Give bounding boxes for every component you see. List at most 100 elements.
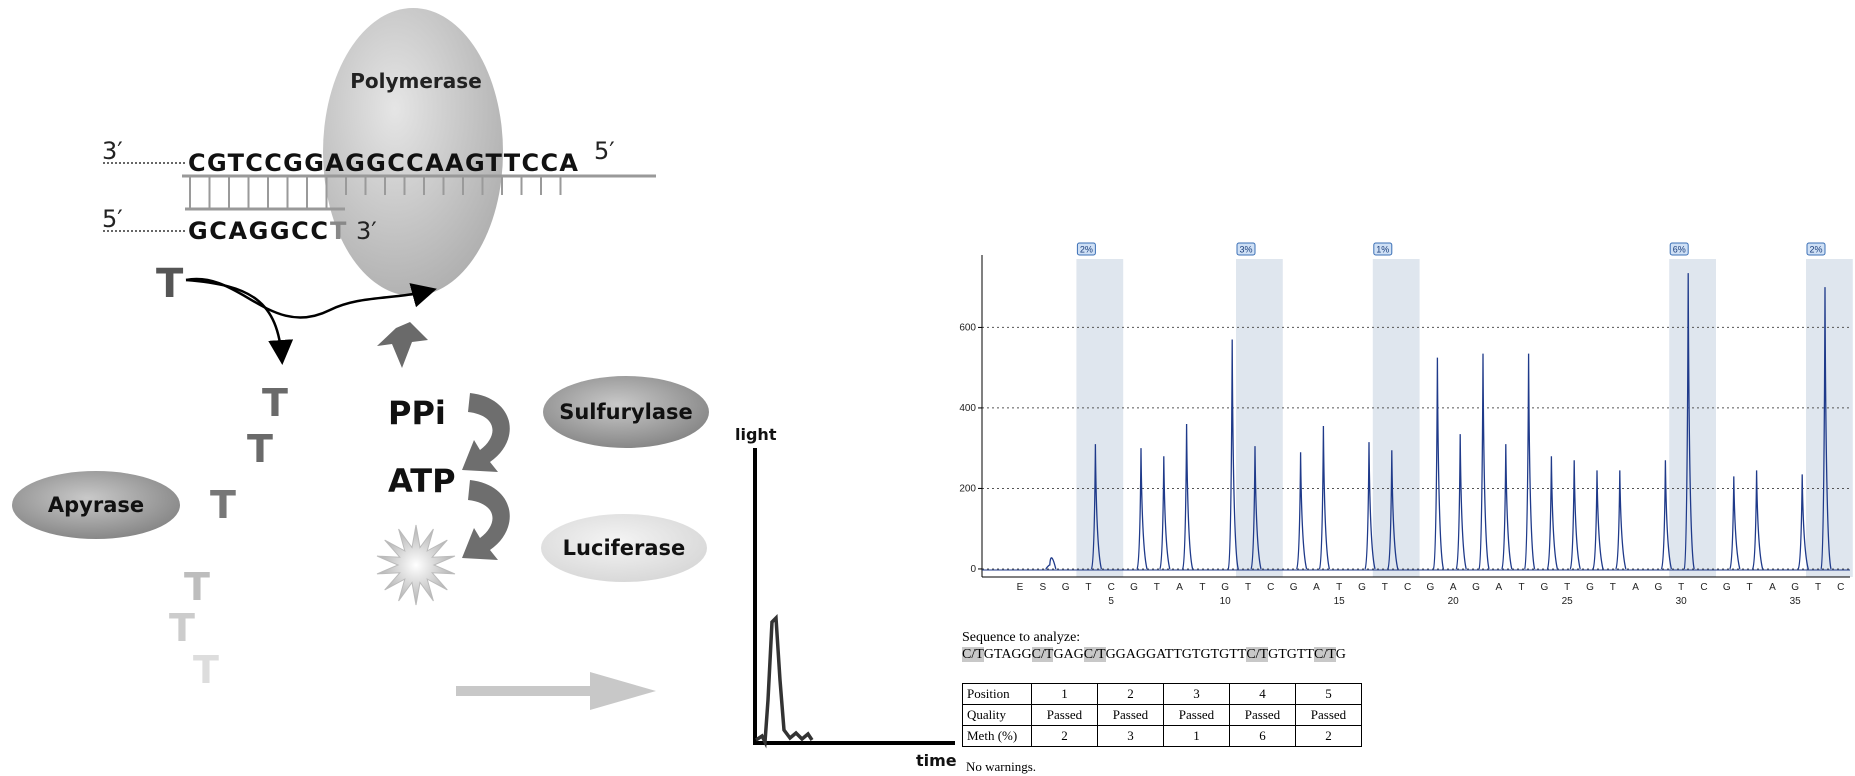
highlight-region: [1372, 259, 1420, 577]
y-tick-label: 400: [959, 403, 976, 414]
signal-peak: [1660, 460, 1673, 570]
dispensation-label: G: [1791, 582, 1799, 593]
meth-percent-badge-label: 2%: [1080, 245, 1093, 255]
meth-percent-badge: [1076, 242, 1096, 256]
dispensation-label: G: [1541, 582, 1549, 593]
table-cell: Passed: [1097, 704, 1164, 726]
table-row: Quality Passed Passed Passed Passed Passed: [962, 704, 1362, 726]
nucleotide-fade-3: T: [210, 483, 236, 527]
y-tick-label: 200: [959, 483, 976, 494]
table-cell: 3: [1097, 725, 1164, 747]
signal-peak: [1683, 273, 1695, 570]
top-strand-sequence: CGTCCGGAGGCCAAGTTCCA: [188, 149, 578, 177]
nucleotide-fade-6: T: [193, 648, 219, 692]
position-tick-label: 5: [1108, 596, 1114, 607]
dispensation-label: G: [1130, 582, 1138, 593]
signal-peak: [1569, 460, 1581, 570]
highlight-region: [1076, 259, 1124, 577]
dispensation-label: T: [1747, 582, 1753, 593]
signal-peak: [1432, 357, 1445, 570]
position-tick-label: 15: [1334, 596, 1346, 607]
warnings-text: No warnings.: [966, 759, 1037, 774]
table-cell: Passed: [1295, 704, 1362, 726]
sulfurylase-label: Sulfurylase: [559, 400, 693, 424]
sulfurylase-enzyme: [543, 376, 709, 448]
dispensation-label: G: [1723, 582, 1731, 593]
dispensation-label: G: [1586, 582, 1594, 593]
table-cell: 5: [1295, 683, 1362, 705]
position-tick-label: 35: [1790, 596, 1802, 607]
apyrase-label: Apyrase: [48, 493, 144, 517]
cpg-site-highlight: C/T: [962, 647, 984, 662]
dispensation-label: G: [1427, 582, 1435, 593]
highlight-region: [1236, 259, 1283, 577]
position-tick-label: 30: [1676, 596, 1688, 607]
signal-peak: [1523, 353, 1536, 570]
time-axis-label: time: [916, 751, 957, 770]
row-header: Meth (%): [962, 725, 1032, 747]
table-cell: 1: [1031, 683, 1098, 705]
table-cell: 6: [1229, 725, 1296, 747]
signal-peak: [1592, 470, 1604, 570]
dispensation-label: T: [1815, 582, 1821, 593]
meth-percent-badge: [1669, 242, 1689, 256]
bottom-strand-sequence: GCAGGCC: [188, 217, 328, 245]
sequence-segment: GTGTT: [1268, 647, 1314, 662]
down-arrow-icon: [377, 322, 428, 368]
dispensation-label: T: [1199, 582, 1205, 593]
signal-peak: [1136, 448, 1148, 570]
arrow-to-degradation: [185, 278, 294, 365]
sequence-segment: GAG: [1053, 647, 1084, 662]
row-header: Position: [962, 683, 1032, 705]
dispensation-label: T: [1519, 582, 1525, 593]
atp-label: ATP: [388, 462, 456, 500]
table-cell: 2: [1031, 725, 1098, 747]
dispensation-label: G: [1358, 582, 1366, 593]
meth-percent-badge: [1806, 242, 1826, 256]
conversion-arrow-1-icon: [462, 393, 510, 472]
table-cell: 2: [1295, 725, 1362, 747]
bottom-strand-5prime: 5′: [102, 205, 123, 233]
table-row: Meth (%) 2 3 1 6 2: [962, 725, 1362, 747]
signal-peak: [1295, 452, 1308, 570]
dispensation-label: E: [1017, 582, 1024, 593]
dispensation-label: S: [1039, 582, 1046, 593]
y-tick-label: 600: [959, 322, 976, 333]
dispensation-label: T: [1154, 582, 1160, 593]
light-signal-peak: [755, 614, 814, 749]
position-tick-label: 20: [1448, 596, 1460, 607]
sequence-label: Sequence to analyze:: [962, 630, 1081, 645]
highlight-region: [1806, 259, 1853, 577]
table-cell: Passed: [1031, 704, 1098, 726]
pyrosequencing-diagram: Polymerase 3′ CGTCCGGAGGCCAAGTTCCA 5′ 5′…: [12, 8, 957, 770]
y-tick-label: 0: [970, 564, 976, 575]
table-cell: 1: [1163, 725, 1230, 747]
nucleotide-fade-2: T: [247, 427, 273, 471]
signal-peak: [1729, 476, 1741, 570]
table-cell: Passed: [1163, 704, 1230, 726]
signal-peak: [1227, 339, 1239, 570]
dispensation-label: G: [1655, 582, 1663, 593]
dispensation-label: G: [1290, 582, 1298, 593]
sequence-segment: GGAGGATTGTGTGTT: [1105, 647, 1247, 662]
dispensation-label: G: [1472, 582, 1480, 593]
signal-peak: [1546, 456, 1559, 570]
dispensation-label: C: [1837, 582, 1844, 593]
pyrogram-chart: 2% 3% 1% 6% 2% 0 200 400 600 E S G T C G T A T G T C G A T G T C G A…: [959, 242, 1853, 607]
dispensation-label: C: [1108, 582, 1115, 593]
dispensation-label: G: [1221, 582, 1229, 593]
meth-percent-badge: [1236, 242, 1256, 256]
dispensation-label: A: [1495, 582, 1502, 593]
bottom-strand-last-base: T: [330, 217, 347, 245]
signal-peak: [1615, 470, 1627, 570]
sequence-segment: GTAGG: [983, 647, 1032, 662]
cpg-site-highlight: C/T: [1083, 647, 1106, 662]
luciferase-enzyme: [541, 514, 707, 582]
meth-percent-badge-label: 6%: [1673, 245, 1686, 255]
light-axis-label: light: [735, 425, 777, 444]
top-strand-3prime: 3′: [102, 137, 123, 165]
position-tick-label: 10: [1220, 596, 1232, 607]
dispensation-label: T: [1678, 582, 1684, 593]
dispensation-label: A: [1313, 582, 1320, 593]
meth-percent-badge-label: 3%: [1239, 245, 1252, 255]
